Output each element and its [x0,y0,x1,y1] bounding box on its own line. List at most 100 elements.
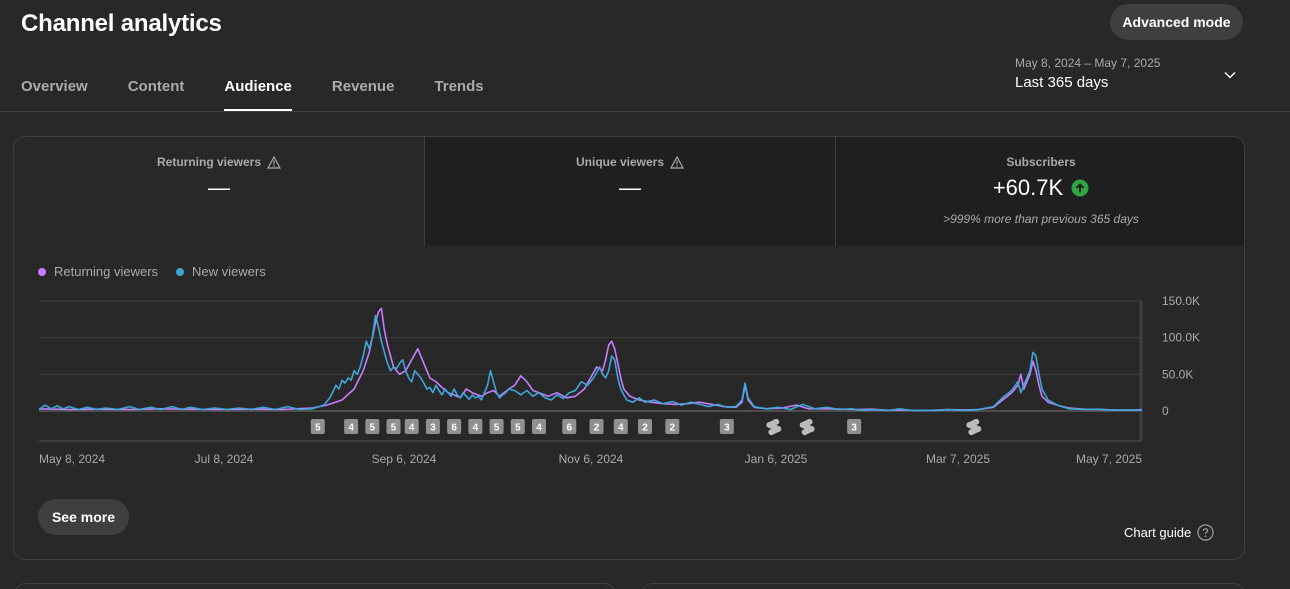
marker-box [847,419,862,434]
marker-box [562,419,577,434]
tab-trends[interactable]: Trends [434,78,484,95]
series-line-returning-viewers [38,307,1143,412]
chevron-down-icon [1224,72,1236,79]
video-marker[interactable]: 5 [365,419,380,434]
metric-label-wrap: Unique viewers [425,155,835,169]
tab-overview[interactable]: Overview [21,78,88,95]
shorts-marker[interactable] [766,418,782,436]
metric-value-wrap: — [425,175,835,201]
chart-guide-link[interactable]: Chart guide [1124,524,1214,541]
marker-box [468,419,483,434]
metric-value-wrap: +60.7K [836,175,1244,201]
help-icon [1197,524,1214,541]
marker-box [344,419,359,434]
marker-count: 4 [348,423,354,434]
video-marker[interactable]: 5 [386,419,401,434]
marker-box [510,419,525,434]
marker-count: 3 [430,423,436,434]
marker-count: 4 [536,423,542,434]
advanced-mode-button[interactable]: Advanced mode [1110,4,1243,40]
metric-label: Subscribers [1006,155,1076,169]
video-marker[interactable]: 6 [562,419,577,434]
legend-item-new[interactable]: New viewers [176,264,266,279]
metric-value: — [208,175,230,200]
marker-count: 6 [451,423,457,434]
metric-tabs: Returning viewers — Unique viewers [14,137,1244,246]
video-marker[interactable]: 6 [447,419,462,434]
video-marker[interactable]: 4 [404,419,419,434]
see-more-button[interactable]: See more [38,499,129,535]
video-marker[interactable]: 3 [425,419,440,434]
date-range-selector[interactable]: May 8, 2024 – May 7, 2025 Last 365 days [1015,56,1243,100]
tab-content[interactable]: Content [127,78,185,95]
video-marker[interactable]: 4 [531,419,546,434]
chart-legend: Returning viewers New viewers [38,264,266,279]
marker-box [365,419,380,434]
shorts-marker[interactable] [966,418,982,436]
secondary-card-right [641,583,1245,589]
secondary-card-left [14,583,616,589]
shorts-marker[interactable] [799,418,815,436]
legend-dot [176,267,185,276]
metric-comparison-note: >999% more than previous 365 days [943,212,1139,226]
video-marker[interactable]: 5 [310,419,325,434]
x-tick-label: Mar 7, 2025 [926,452,990,466]
y-tick-label: 0 [1162,404,1169,418]
legend-dot [38,267,46,276]
marker-count: 2 [642,423,648,434]
legend-label: Returning viewers [54,264,159,279]
marker-box [425,419,440,434]
x-tick-label: May 8, 2024 [39,452,105,466]
viewers-line-chart: 150.0K 100.0K 50.0K 0 5 4 5 5 4 3 6 4 5 5 4 6 2 4 2 2 3 3 May … [38,294,1200,466]
y-tick-label: 50.0K [1162,367,1193,381]
metric-subscribers[interactable]: Subscribers +60.7K >999% more than previ… [835,137,1244,246]
marker-box [404,419,419,434]
shorts-icon [766,418,782,436]
metric-label: Returning viewers [156,155,262,169]
marker-box [386,419,401,434]
video-marker[interactable]: 2 [589,419,604,434]
series-line-new-viewers [38,314,1143,412]
tab-revenue[interactable]: Revenue [331,78,395,95]
video-marker[interactable]: 3 [719,419,734,434]
metric-value: — [619,175,641,200]
video-marker[interactable]: 2 [665,419,680,434]
metric-returning-viewers[interactable]: Returning viewers — [14,137,424,246]
x-tick-label: Nov 6, 2024 [559,452,624,466]
page-title: Channel analytics [21,10,222,37]
marker-count: 5 [370,423,376,434]
shorts-icon [799,418,815,436]
audience-overview-card: Returning viewers — Unique viewers [13,136,1245,560]
marker-count: 5 [391,423,397,434]
video-marker[interactable]: 5 [489,419,504,434]
marker-box [613,419,628,434]
metric-value: +60.7K [992,175,1064,200]
metric-unique-viewers[interactable]: Unique viewers — [424,137,835,246]
tab-audience[interactable]: Audience [224,72,292,111]
marker-box [719,419,734,434]
warning-icon[interactable] [670,155,685,169]
marker-box [665,419,680,434]
video-marker[interactable]: 5 [510,419,525,434]
x-tick-label: Sep 6, 2024 [372,452,437,466]
legend-item-returning[interactable]: Returning viewers [38,264,158,279]
marker-count: 2 [594,423,600,434]
warning-icon[interactable] [267,155,282,169]
date-range-text: May 8, 2024 – May 7, 2025 [1015,56,1161,70]
marker-count: 4 [409,423,415,434]
shorts-icon [966,418,982,436]
date-period-label: Last 365 days [1015,74,1109,91]
video-marker[interactable]: 2 [638,419,653,434]
video-marker[interactable]: 4 [468,419,483,434]
marker-count: 5 [315,423,321,434]
video-marker[interactable]: 3 [847,419,862,434]
legend-label: New viewers [192,264,266,279]
marker-box [310,419,325,434]
video-marker[interactable]: 4 [613,419,628,434]
x-tick-label: May 7, 2025 [1076,452,1142,466]
video-marker[interactable]: 4 [344,419,359,434]
arrow-up-circle-icon [1071,179,1089,197]
marker-box [447,419,462,434]
chart-guide-label: Chart guide [1124,525,1192,540]
